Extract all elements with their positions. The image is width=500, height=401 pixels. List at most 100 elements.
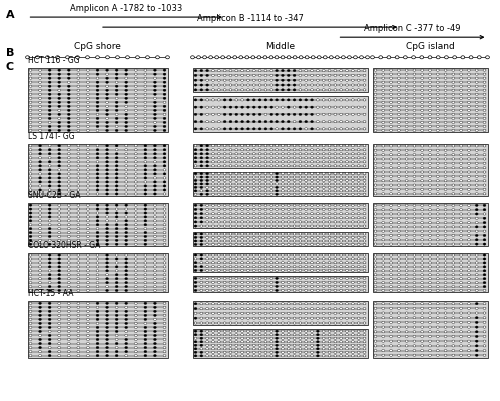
Circle shape [390, 86, 392, 88]
Circle shape [374, 258, 377, 261]
Circle shape [305, 157, 308, 160]
Circle shape [288, 308, 290, 310]
Circle shape [405, 336, 408, 338]
Circle shape [288, 153, 290, 156]
Circle shape [106, 243, 108, 246]
Circle shape [468, 176, 470, 178]
Circle shape [358, 225, 360, 228]
Circle shape [282, 344, 284, 346]
Circle shape [96, 102, 99, 104]
Circle shape [374, 222, 377, 224]
Circle shape [322, 312, 325, 315]
Circle shape [194, 258, 197, 260]
Circle shape [235, 225, 238, 228]
Circle shape [77, 334, 80, 337]
Circle shape [68, 354, 70, 357]
Circle shape [58, 165, 60, 168]
Circle shape [328, 308, 331, 310]
Circle shape [154, 74, 156, 76]
Circle shape [206, 80, 208, 82]
Circle shape [212, 344, 214, 346]
Circle shape [200, 244, 202, 246]
Circle shape [68, 94, 70, 96]
Circle shape [68, 149, 70, 152]
Circle shape [299, 161, 302, 164]
Circle shape [125, 98, 128, 100]
Circle shape [163, 209, 166, 211]
Circle shape [358, 70, 360, 73]
Circle shape [476, 74, 478, 76]
Circle shape [352, 161, 354, 164]
Circle shape [58, 330, 60, 333]
Circle shape [154, 169, 156, 172]
Circle shape [363, 221, 366, 223]
Circle shape [163, 224, 166, 226]
Circle shape [444, 150, 447, 152]
Circle shape [96, 216, 99, 219]
Circle shape [38, 165, 42, 168]
Circle shape [352, 217, 354, 219]
Circle shape [229, 165, 232, 168]
Circle shape [96, 126, 99, 128]
Circle shape [264, 149, 267, 152]
Circle shape [398, 150, 400, 152]
Circle shape [115, 122, 118, 124]
Circle shape [106, 106, 108, 108]
Circle shape [328, 221, 331, 223]
Circle shape [194, 330, 197, 332]
Circle shape [413, 209, 416, 211]
Bar [192, 97, 368, 133]
Circle shape [398, 326, 400, 328]
Circle shape [106, 78, 108, 80]
Circle shape [452, 110, 455, 112]
Circle shape [38, 236, 42, 238]
Circle shape [421, 254, 424, 257]
Circle shape [322, 209, 325, 211]
Circle shape [276, 114, 278, 116]
Circle shape [252, 244, 255, 246]
Circle shape [200, 153, 202, 156]
Circle shape [276, 209, 278, 211]
Circle shape [346, 89, 348, 92]
Circle shape [444, 290, 447, 292]
Circle shape [252, 157, 255, 160]
Circle shape [115, 306, 118, 309]
Circle shape [200, 145, 202, 148]
Circle shape [358, 344, 360, 346]
Circle shape [340, 312, 342, 315]
Circle shape [390, 94, 392, 96]
Circle shape [144, 310, 147, 313]
Circle shape [413, 231, 416, 233]
Circle shape [126, 57, 130, 60]
Circle shape [163, 322, 166, 325]
Circle shape [276, 355, 278, 357]
Circle shape [106, 216, 108, 219]
Circle shape [358, 107, 360, 109]
Circle shape [240, 308, 244, 310]
Circle shape [106, 270, 108, 272]
Circle shape [58, 350, 60, 353]
Circle shape [340, 240, 342, 243]
Circle shape [328, 145, 331, 148]
Circle shape [252, 85, 255, 87]
Circle shape [96, 118, 99, 120]
Circle shape [288, 80, 290, 82]
Circle shape [452, 106, 455, 108]
Circle shape [134, 274, 137, 276]
Bar [192, 144, 368, 168]
Circle shape [436, 106, 439, 108]
Circle shape [398, 70, 400, 72]
Circle shape [334, 190, 337, 192]
Circle shape [405, 130, 408, 132]
Circle shape [163, 181, 166, 184]
Circle shape [134, 82, 137, 84]
Circle shape [206, 262, 208, 264]
Circle shape [58, 173, 60, 176]
Circle shape [212, 221, 214, 223]
Circle shape [270, 145, 272, 148]
Circle shape [382, 70, 384, 72]
Circle shape [48, 232, 51, 234]
Circle shape [77, 153, 80, 156]
Circle shape [212, 183, 214, 186]
Circle shape [374, 94, 377, 96]
